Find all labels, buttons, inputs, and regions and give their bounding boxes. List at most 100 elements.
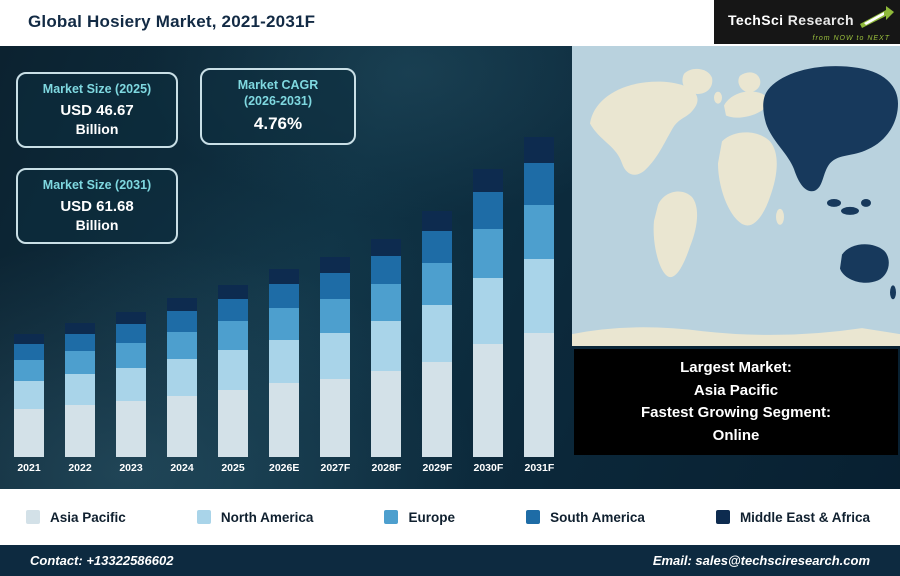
- bar-stack: [14, 334, 44, 457]
- bar-2029F: 2029F: [422, 211, 453, 475]
- bar-2023: 2023: [116, 312, 146, 475]
- bar-2027F: 2027F: [320, 257, 351, 475]
- bar-2026E: 2026E: [269, 269, 299, 475]
- logo-tagline: from NOW to NEXT: [812, 35, 890, 42]
- x-axis-label: 2030F: [473, 462, 504, 474]
- segment-middle-east-africa: [116, 312, 146, 324]
- page-title: Global Hosiery Market, 2021-2031F: [28, 12, 316, 31]
- legend-swatch: [26, 510, 40, 524]
- logo-part2: Research: [787, 11, 854, 28]
- market-size-2031-box: Market Size (2031) USD 61.68 Billion: [16, 168, 178, 244]
- segment-europe: [422, 263, 453, 305]
- bar-stack: [116, 312, 146, 457]
- segment-europe: [14, 360, 44, 381]
- x-axis-label: 2025: [221, 462, 245, 474]
- world-map: [572, 46, 900, 346]
- segment-south-america: [269, 284, 300, 308]
- continent-europe: [724, 91, 768, 118]
- legend-label: South America: [550, 509, 645, 525]
- segment-north-america: [473, 278, 504, 344]
- legend-item-north-america: North America: [196, 509, 314, 525]
- segment-north-america: [371, 321, 402, 371]
- x-axis-label: 2027F: [320, 462, 351, 474]
- box-title-line2: (2026-2031): [243, 93, 313, 108]
- continent-antarctica: [572, 327, 900, 346]
- segment-europe: [473, 229, 504, 278]
- legend-label: Middle East & Africa: [739, 509, 870, 525]
- x-axis-label: 2026E: [269, 462, 300, 474]
- segment-middle-east-africa: [218, 285, 248, 299]
- caption-line: Fastest Growing Segment:: [640, 404, 832, 421]
- segment-asia-pacific: [269, 383, 300, 457]
- logo-arrow-icon: [860, 6, 894, 33]
- bar-stack: [65, 323, 95, 457]
- segment-north-america: [524, 259, 555, 333]
- se-asia-islands: [841, 206, 859, 215]
- legend-swatch: [384, 510, 399, 524]
- logo-part1: TechSci: [728, 11, 784, 28]
- legend-swatch: [526, 510, 541, 524]
- bar-2022: 2022: [65, 323, 95, 475]
- box-value: USD 46.67: [60, 101, 134, 119]
- segment-middle-east-africa: [167, 298, 197, 311]
- box-unit: Billion: [75, 120, 119, 137]
- x-axis-label: 2029F: [422, 462, 453, 474]
- box-title: Market Size (2025): [42, 82, 152, 96]
- x-axis-label: 2028F: [371, 462, 402, 474]
- x-axis-label: 2024: [170, 462, 194, 474]
- bar-stack: [473, 169, 504, 457]
- segment-middle-east-africa: [14, 334, 44, 344]
- bar-2031F: 2031F: [524, 137, 555, 475]
- segment-asia-pacific: [14, 409, 44, 457]
- contact-phone: Contact: +13322586602: [30, 553, 174, 568]
- segment-south-america: [65, 334, 95, 351]
- segment-middle-east-africa: [524, 137, 555, 163]
- x-axis-label: 2021: [17, 462, 41, 474]
- segment-asia-pacific: [422, 362, 453, 457]
- segment-north-america: [218, 350, 248, 390]
- continent-africa: [718, 132, 777, 226]
- segment-north-america: [65, 374, 95, 405]
- segment-asia-pacific: [524, 333, 555, 457]
- continent-asia-highlight: [763, 66, 898, 192]
- segment-asia-pacific: [167, 396, 197, 457]
- bar-2025: 2025: [218, 285, 248, 475]
- se-asia-islands: [861, 198, 871, 207]
- segment-north-america: [167, 359, 197, 396]
- scandinavia: [738, 72, 761, 93]
- legend: Asia Pacific North America Europe South Ame…: [0, 489, 900, 545]
- caption-line: Online: [712, 426, 760, 444]
- legend-item-europe: Europe: [384, 510, 455, 525]
- logo-text: TechSci Research: [728, 12, 854, 28]
- box-title: Market CAGR: [237, 78, 319, 92]
- segment-south-america: [167, 311, 197, 332]
- continent-australia-highlight: [840, 244, 889, 283]
- chart-area: Market Size (2025) USD 46.67 Billion Mar…: [0, 46, 900, 489]
- legend-item-asia-pacific: Asia Pacific: [26, 510, 126, 525]
- segment-south-america: [320, 273, 351, 299]
- segment-asia-pacific: [371, 371, 402, 457]
- stacked-bar-chart: 2021 2022 2023 2024 2025 2026E 2027F 2028F 2029F…: [14, 137, 555, 475]
- segment-europe: [524, 205, 555, 259]
- segment-south-america: [371, 256, 402, 284]
- segment-europe: [116, 343, 146, 368]
- market-size-2025-box: Market Size (2025) USD 46.67 Billion: [16, 72, 178, 148]
- segment-asia-pacific: [218, 390, 248, 457]
- segment-europe: [167, 332, 197, 359]
- footer: Contact: +13322586602 Email: sales@techs…: [0, 545, 900, 576]
- segment-asia-pacific: [65, 405, 95, 457]
- bar-2028F: 2028F: [371, 239, 402, 475]
- bar-stack: [422, 211, 453, 457]
- legend-swatch: [196, 510, 211, 524]
- legend-label: North America: [220, 509, 314, 525]
- segment-europe: [320, 299, 351, 333]
- segment-middle-east-africa: [269, 269, 300, 284]
- segment-south-america: [14, 344, 44, 360]
- legend-label: Asia Pacific: [50, 509, 126, 525]
- caption-line: Asia Pacific: [693, 381, 779, 399]
- bar-stack: [524, 137, 555, 457]
- market-cagr-box: Market CAGR (2026-2031) 4.76%: [200, 68, 356, 146]
- segment-europe: [218, 321, 248, 350]
- largest-market-caption: Largest Market: Asia Pacific Fastest Gro…: [574, 349, 898, 455]
- contact-email: Email: sales@techsciresearch.com: [652, 553, 870, 568]
